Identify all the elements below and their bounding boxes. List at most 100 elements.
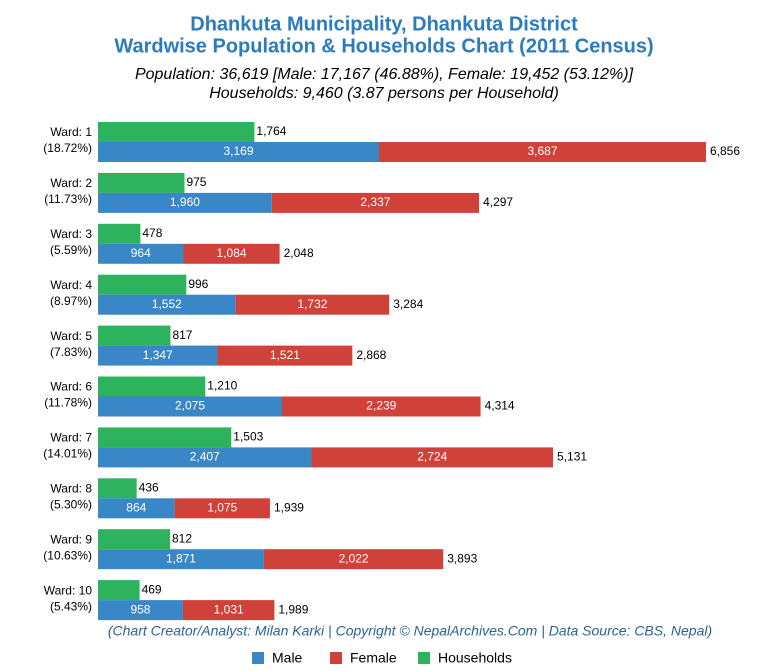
households-bar [98, 376, 206, 397]
category-note: (11.78%) [44, 396, 92, 410]
footer: (Chart Creator/Analyst: Milan Karki | Co… [108, 623, 712, 639]
category-label: Ward: 3 [50, 227, 92, 241]
male-bar [98, 549, 264, 570]
female-bar [311, 447, 554, 468]
category-note: (11.73%) [44, 192, 92, 206]
value-label: 436 [139, 480, 159, 494]
category-note: (18.72%) [43, 141, 92, 155]
value-label: 975 [186, 175, 206, 189]
value-label: 958 [130, 602, 150, 616]
value-label: 1,210 [207, 379, 237, 393]
category-note: (5.30%) [50, 497, 92, 511]
male-bar [98, 142, 380, 162]
male-bar [98, 447, 312, 468]
value-label: 2,724 [417, 450, 447, 464]
category-note: (5.59%) [50, 243, 92, 257]
value-label: 2,239 [366, 399, 396, 413]
value-label: 2,022 [339, 551, 369, 565]
total-label: 1,939 [274, 500, 304, 514]
male-bar [98, 396, 283, 417]
category-label: Ward: 1 [50, 125, 92, 139]
chart-title: Wardwise Population & Households Chart (… [114, 35, 653, 57]
female-bar [183, 243, 280, 264]
households-bar [98, 427, 232, 448]
value-label: 817 [172, 328, 192, 342]
category-label: Ward: 10 [44, 583, 93, 597]
category-label: Ward: 5 [50, 329, 92, 343]
category-note: (8.97%) [50, 294, 92, 308]
legend-swatch [330, 652, 342, 664]
value-label: 2,407 [190, 450, 220, 464]
total-label: 6,856 [710, 144, 740, 158]
category-label: Ward: 2 [50, 176, 92, 190]
category-label: Ward: 6 [50, 380, 92, 394]
households-bar [98, 580, 140, 601]
value-label: 2,075 [175, 399, 205, 413]
value-label: 996 [188, 277, 208, 291]
value-label: 1,031 [214, 602, 244, 616]
households-bar [98, 172, 185, 193]
female-bar [271, 192, 480, 213]
value-label: 1,871 [166, 551, 196, 565]
legend-swatch [418, 652, 430, 664]
category-note: (10.63%) [43, 548, 92, 562]
households-bar [98, 325, 171, 346]
category-label: Ward: 7 [50, 431, 92, 445]
total-label: 2,048 [284, 246, 314, 260]
male-bar [98, 345, 218, 366]
value-label: 3,169 [224, 144, 254, 158]
value-label: 1,084 [217, 246, 247, 260]
total-label: 5,131 [557, 450, 587, 464]
male-bar [98, 498, 175, 519]
value-label: 3,687 [528, 144, 558, 158]
category-note: (5.43%) [50, 599, 92, 613]
value-label: 1,521 [270, 348, 300, 362]
category-note: (7.83%) [50, 345, 92, 359]
female-bar [263, 549, 444, 570]
total-label: 3,893 [447, 551, 477, 565]
male-bar [98, 294, 236, 315]
total-label: 1,989 [278, 602, 308, 616]
value-label: 1,552 [152, 297, 182, 311]
total-label: 4,297 [483, 195, 513, 209]
value-label: 964 [131, 246, 151, 260]
value-label: 1,732 [297, 297, 327, 311]
value-label: 469 [142, 582, 162, 596]
chart-subtitle: Households: 9,460 (3.87 persons per Hous… [209, 85, 559, 102]
category-label: Ward: 9 [50, 532, 92, 546]
male-bar [98, 192, 272, 213]
female-bar [217, 345, 353, 366]
value-label: 1,347 [143, 348, 173, 362]
legend-swatch [252, 652, 264, 664]
value-label: 1,960 [170, 195, 200, 209]
households-bar [98, 529, 171, 550]
total-label: 2,868 [356, 348, 386, 362]
legend-label: Male [272, 650, 303, 666]
category-label: Ward: 8 [50, 481, 92, 495]
category-label: Ward: 4 [50, 278, 92, 292]
chart-subtitle: Population: 36,619 [Male: 17,167 (46.88%… [135, 66, 634, 83]
households-bar [98, 223, 141, 244]
female-bar [282, 396, 481, 417]
households-bar [98, 122, 255, 142]
male-bar [98, 243, 184, 264]
value-label: 1,075 [207, 500, 237, 514]
legend-label: Female [350, 650, 397, 666]
legend-label: Households [438, 650, 512, 666]
total-label: 3,284 [393, 297, 423, 311]
households-bar [98, 274, 187, 295]
male-bar [98, 600, 183, 621]
chart-title: Dhankuta Municipality, Dhankuta District [190, 13, 578, 35]
value-label: 1,503 [233, 430, 263, 444]
total-label: 4,314 [485, 399, 515, 413]
value-label: 812 [172, 531, 192, 545]
female-bar [174, 498, 270, 519]
value-label: 478 [142, 226, 162, 240]
value-label: 2,337 [360, 195, 390, 209]
female-bar [182, 600, 275, 621]
value-label: 1,764 [256, 124, 286, 138]
female-bar [235, 294, 390, 315]
female-bar [379, 142, 706, 162]
households-bar [98, 478, 137, 499]
